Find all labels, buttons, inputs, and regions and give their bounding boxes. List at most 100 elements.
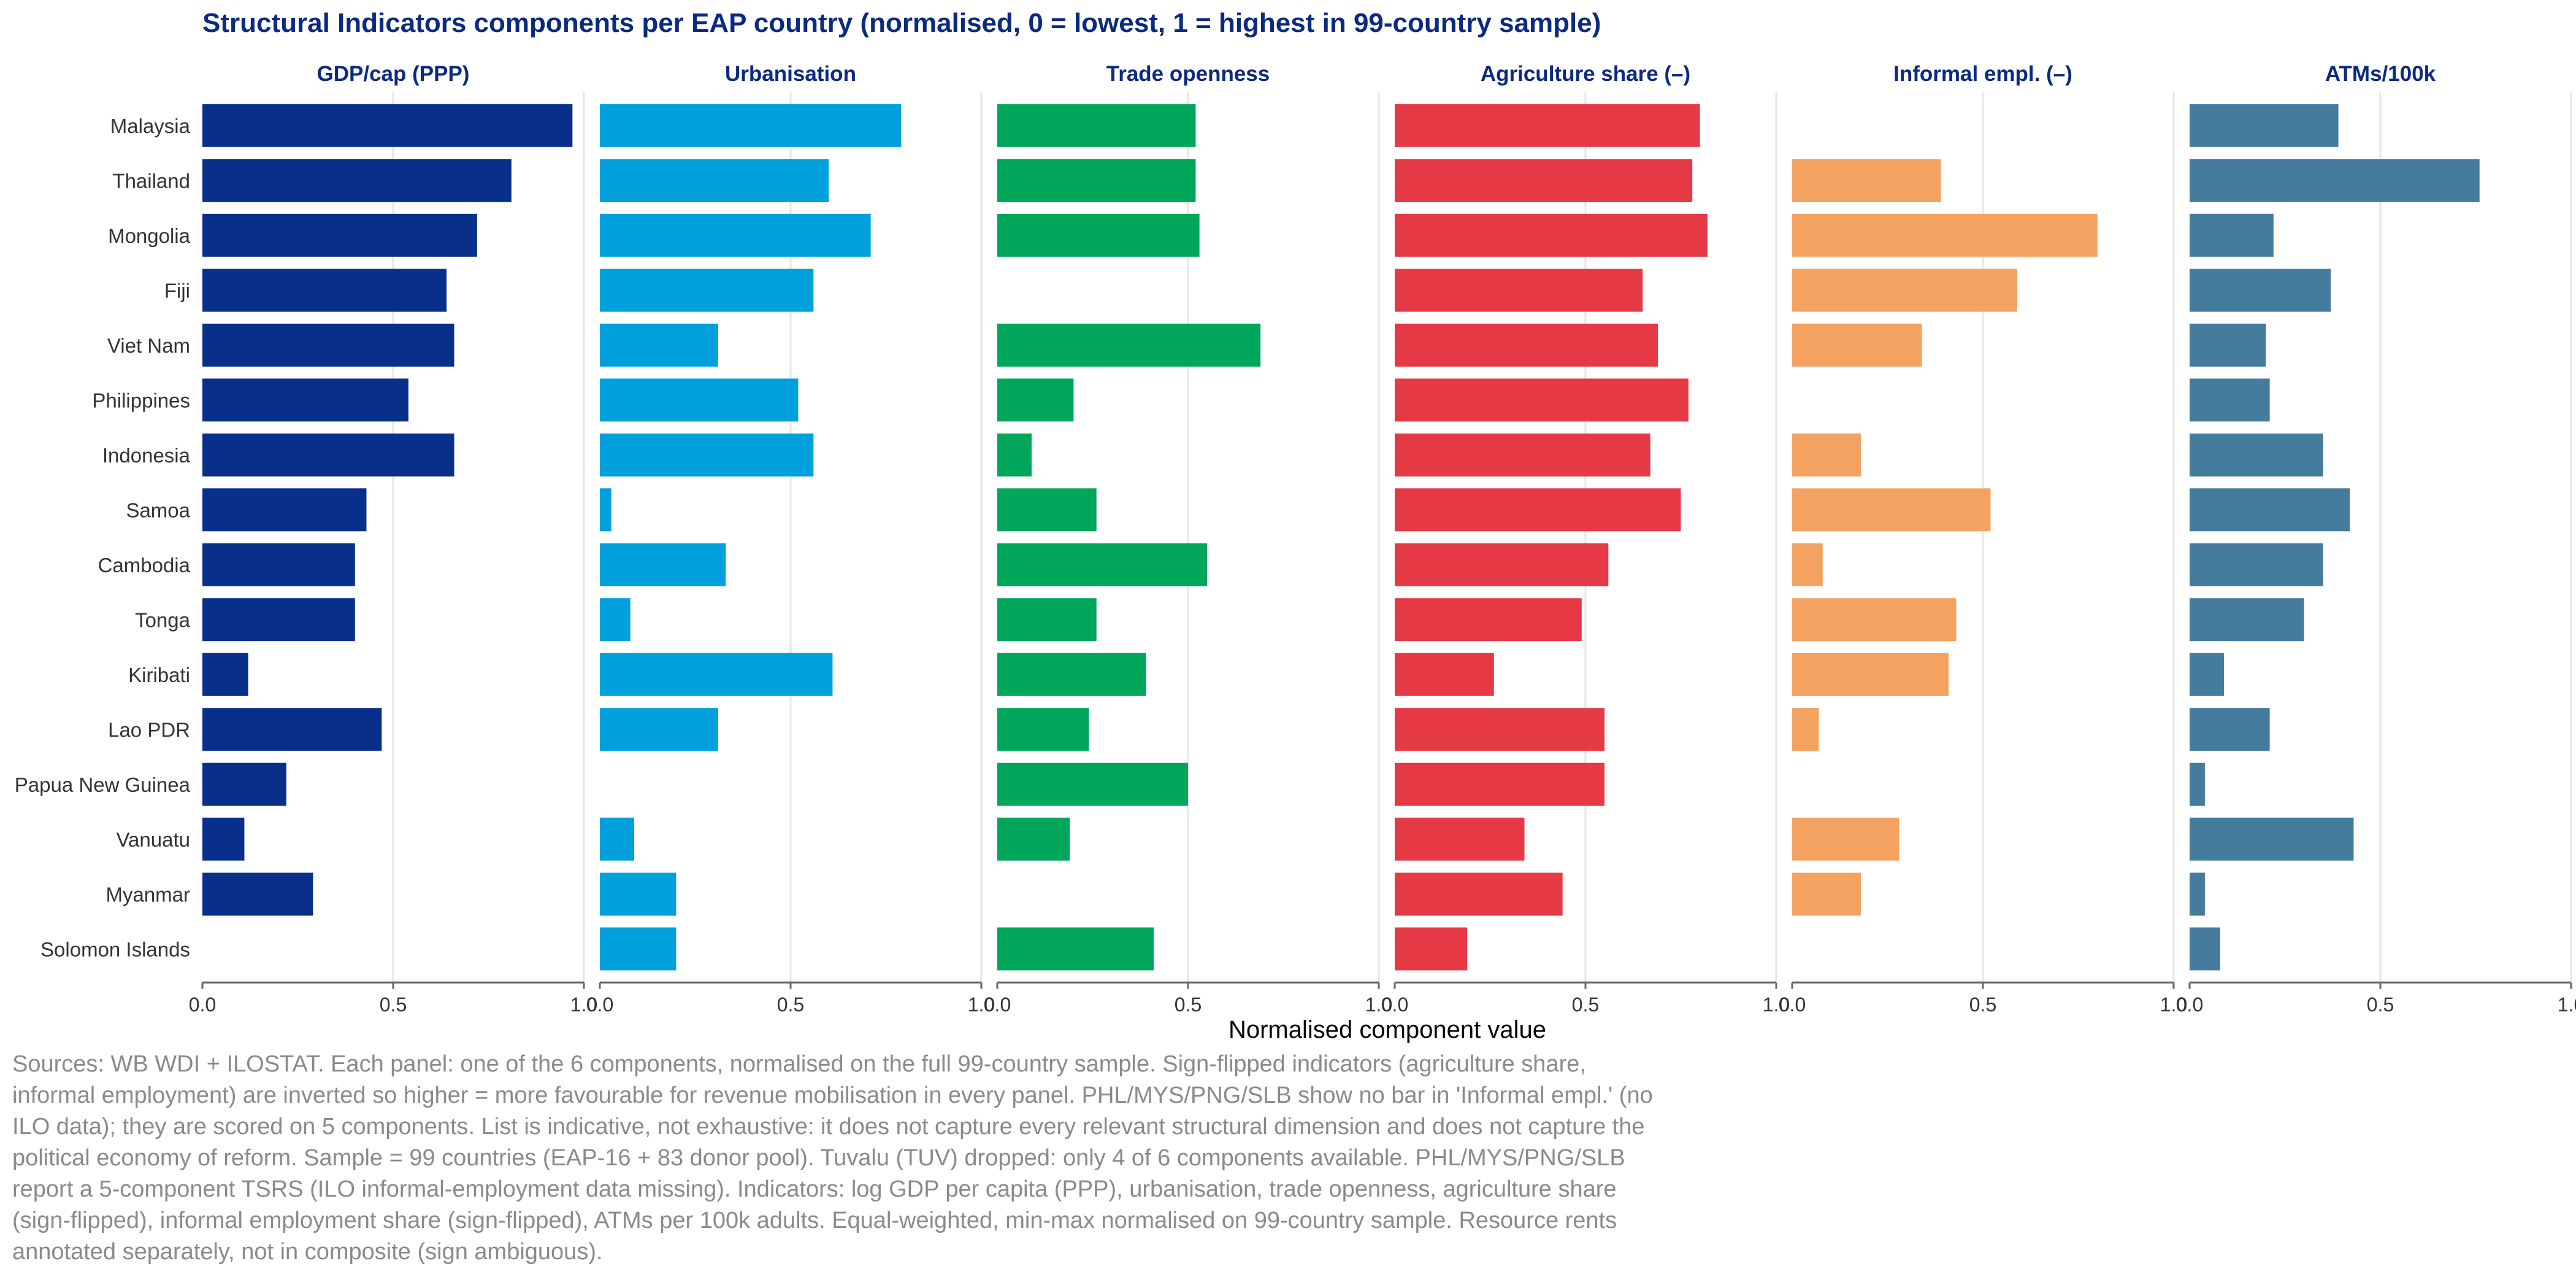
y-label-philippines: Philippines — [92, 389, 190, 412]
x-tick-label: 0.5 — [380, 994, 407, 1016]
bar — [2190, 213, 2274, 257]
bar — [600, 543, 726, 586]
bar — [2190, 488, 2350, 532]
bar — [1792, 433, 1861, 477]
bar — [202, 213, 477, 257]
bar — [2190, 323, 2266, 367]
bar — [2190, 269, 2331, 312]
bar — [600, 653, 833, 696]
x-tick-label: 1.0 — [968, 994, 995, 1016]
bar — [2190, 104, 2339, 147]
bar — [1792, 598, 1957, 642]
chart-title: Structural Indicators components per EAP… — [202, 8, 1601, 38]
panel-title: Informal empl. (–) — [1893, 62, 2072, 86]
bar — [2190, 159, 2480, 202]
x-tick-label: 0.0 — [1779, 994, 1806, 1016]
x-tick-label: 1.0 — [2160, 994, 2187, 1016]
bar — [600, 104, 902, 147]
x-tick-label: 0.5 — [1572, 994, 1599, 1016]
bar — [600, 708, 718, 751]
bar — [997, 488, 1097, 532]
bar — [1395, 543, 1609, 586]
bar — [2190, 433, 2323, 477]
x-tick-label: 1.0 — [1763, 994, 1790, 1016]
bar — [2190, 872, 2205, 916]
bar — [1792, 818, 1899, 861]
y-label-papua-new-guinea: Papua New Guinea — [15, 773, 191, 796]
bar — [202, 159, 512, 202]
bar — [600, 433, 814, 477]
x-tick-label: 1.0 — [1365, 994, 1392, 1016]
bar — [600, 488, 611, 532]
bar — [1792, 488, 1991, 532]
bar — [600, 323, 718, 367]
bar — [1395, 653, 1494, 696]
bar — [997, 927, 1154, 971]
bar — [1395, 872, 1563, 916]
bar — [600, 269, 814, 312]
panel-title: Trade openness — [1106, 62, 1270, 86]
y-label-thailand: Thailand — [112, 169, 190, 192]
bar — [997, 762, 1188, 806]
bar — [1395, 433, 1650, 477]
bar — [1792, 159, 1941, 202]
bar — [2190, 708, 2270, 751]
bar — [1395, 159, 1693, 202]
bar — [202, 269, 447, 312]
bar — [1395, 323, 1658, 367]
x-tick-label: 1.0 — [570, 994, 597, 1016]
y-label-viet-nam: Viet Nam — [107, 334, 190, 357]
bar — [202, 488, 367, 532]
bar — [202, 323, 454, 367]
bar — [202, 433, 454, 477]
y-label-kiribati: Kiribati — [128, 664, 190, 686]
bar — [600, 927, 677, 971]
bar — [2190, 818, 2354, 861]
bar — [202, 378, 408, 422]
bar — [600, 598, 631, 642]
caption: Sources: WB WDI + ILOSTAT. Each panel: o… — [12, 1051, 1653, 1265]
bar — [997, 818, 1070, 861]
bar — [1395, 708, 1605, 751]
bar — [1395, 762, 1605, 806]
bar — [1792, 653, 1949, 696]
bar — [202, 762, 286, 806]
y-label-samoa: Samoa — [126, 499, 190, 521]
x-tick-label: 0.5 — [777, 994, 804, 1016]
bar — [202, 104, 573, 147]
bar — [202, 598, 355, 642]
bar — [1395, 818, 1525, 861]
bar — [1395, 488, 1681, 532]
x-tick-label: 0.0 — [984, 994, 1011, 1016]
bar — [2190, 598, 2304, 642]
bar — [997, 543, 1208, 586]
panel-1: GDP/cap (PPP) 0.0 0.5 1.0 — [189, 62, 597, 1016]
bar — [1395, 269, 1643, 312]
y-label-lao-pdr: Lao PDR — [108, 718, 190, 741]
y-axis-labels: Malaysia Thailand Mongolia Fiji Viet Nam Phil… — [15, 115, 191, 961]
x-axis-label: Normalised component value — [1229, 1016, 1546, 1043]
panels: GDP/cap (PPP) 0.0 0.5 1.0 Urbanisation 0.0 0.5… — [189, 62, 2576, 1016]
bar — [600, 872, 677, 916]
bar — [1395, 378, 1689, 422]
bar — [202, 543, 355, 586]
bar — [997, 708, 1089, 751]
x-tick-label: 0.5 — [1175, 994, 1202, 1016]
bar — [600, 378, 799, 422]
bar — [1792, 543, 1823, 586]
panel-6: ATMs/100k 0.0 0.5 1.0 — [2176, 62, 2576, 1016]
bar — [997, 378, 1074, 422]
bar — [1792, 708, 1819, 751]
bar — [997, 653, 1146, 696]
bar — [1792, 269, 2017, 312]
bar — [997, 159, 1196, 202]
panel-title: Urbanisation — [725, 62, 856, 86]
bar — [202, 653, 248, 696]
bar — [2190, 762, 2205, 806]
panel-2: Urbanisation 0.0 0.5 1.0 — [586, 62, 995, 1016]
panel-title: Agriculture share (–) — [1481, 62, 1690, 86]
bar — [997, 323, 1261, 367]
panel-title: GDP/cap (PPP) — [317, 62, 470, 86]
y-label-tonga: Tonga — [135, 608, 191, 631]
